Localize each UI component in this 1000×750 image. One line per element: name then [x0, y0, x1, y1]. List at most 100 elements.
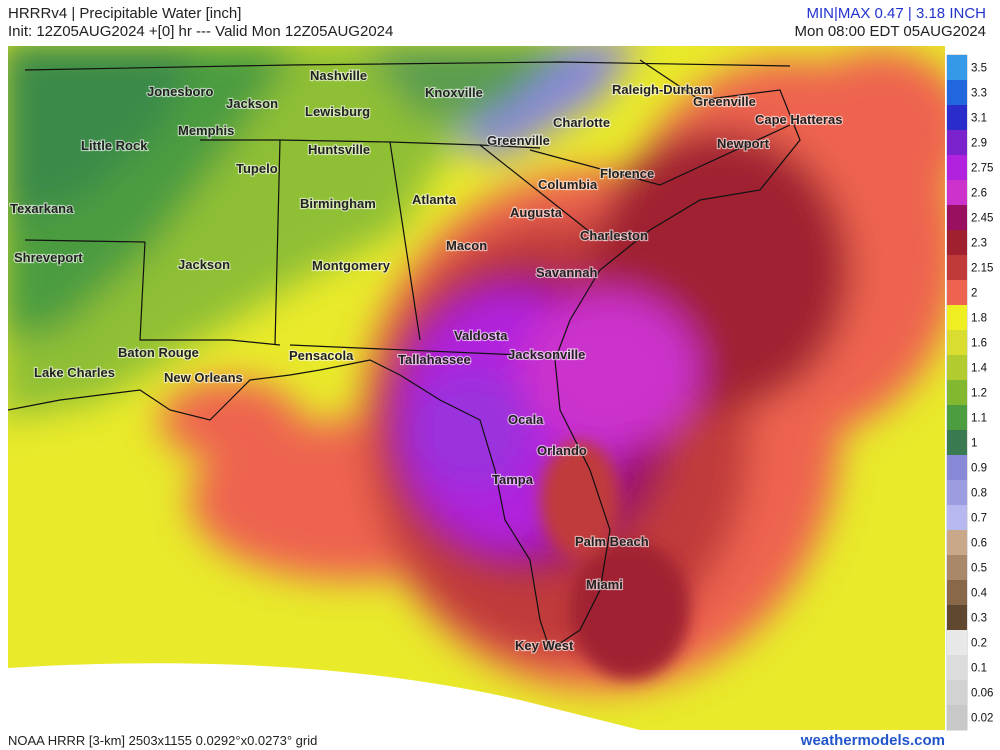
colorbar-swatch: [947, 605, 967, 631]
colorbar-label: 3.5: [971, 63, 987, 75]
colorbar-swatch: [947, 430, 967, 456]
city-label: Atlanta: [412, 192, 457, 207]
colorbar-swatch: [947, 455, 967, 481]
colorbar-label: 2.6: [971, 188, 987, 200]
city-label: Lake Charles: [34, 365, 115, 380]
colorbar-swatch: [947, 405, 967, 431]
init-time: Init: 12Z05AUG2024 +[0] hr --- Valid Mon…: [8, 23, 393, 40]
colorbar-label: 0.06: [971, 688, 993, 700]
colorbar-label: 1.6: [971, 338, 987, 350]
city-label: Newport: [717, 136, 770, 151]
colorbar-label: 1: [971, 438, 977, 450]
colorbar-swatch: [947, 580, 967, 606]
title: HRRRv4 | Precipitable Water [inch]: [8, 5, 241, 22]
colorbar-label: 1.1: [971, 413, 987, 425]
colorbar-label: 0.2: [971, 638, 987, 650]
colorbar-swatch: [947, 330, 967, 356]
city-label: Jonesboro: [147, 84, 214, 99]
colorbar-label: 2.15: [971, 263, 993, 275]
city-label: Key West: [515, 638, 574, 653]
colorbar-swatch: [947, 255, 967, 281]
city-label: Cape Hatteras: [755, 112, 842, 127]
colorbar-swatch: [947, 130, 967, 156]
city-label: Birmingham: [300, 196, 376, 211]
city-label: Ocala: [508, 412, 544, 427]
city-label: Nashville: [310, 68, 367, 83]
colorbar-swatch: [947, 380, 967, 406]
city-label: Greenville: [487, 133, 550, 148]
colorbar-label: 0.7: [971, 513, 987, 525]
colorbar-swatch: [947, 555, 967, 581]
city-label: Lewisburg: [305, 104, 370, 119]
colorbar-label: 3.1: [971, 113, 987, 125]
colorbar-label: 0.1: [971, 663, 987, 675]
city-label: Miami: [586, 577, 623, 592]
colorbar-swatch: [947, 355, 967, 381]
colorbar-label: 1.2: [971, 388, 987, 400]
colorbar-swatch: [947, 530, 967, 556]
city-label: Jacksonville: [508, 347, 585, 362]
colorbar-swatch: [947, 105, 967, 131]
colorbar-swatch: [947, 280, 967, 306]
city-label: Greenville: [693, 94, 756, 109]
colorbar-swatch: [947, 705, 967, 731]
colorbar-label: 0.4: [971, 588, 988, 600]
colorbar-swatch: [947, 630, 967, 656]
footer-site: weathermodels.com: [800, 732, 945, 749]
valid-time: Mon 08:00 EDT 05AUG2024: [794, 23, 986, 40]
city-label: Raleigh-Durham: [612, 82, 712, 97]
city-label: Baton Rouge: [118, 345, 199, 360]
city-label: Memphis: [178, 123, 234, 138]
colorbar-swatch: [947, 80, 967, 106]
city-label: Tallahassee: [398, 352, 471, 367]
colorbar-label: 1.4: [971, 363, 988, 375]
colorbar-swatch: [947, 480, 967, 506]
colorbar-label: 0.5: [971, 563, 987, 575]
city-label: Jackson: [226, 96, 278, 111]
city-label: Huntsville: [308, 142, 370, 157]
min-max: MIN|MAX 0.47 | 3.18 INCH: [806, 5, 986, 22]
colorbar-swatch: [947, 155, 967, 181]
city-label: Pensacola: [289, 348, 354, 363]
colorbar-label: 1.8: [971, 313, 987, 325]
footer-source: NOAA HRRR [3-km] 2503x1155 0.0292°x0.027…: [8, 733, 317, 748]
colorbar-label: 2.9: [971, 138, 987, 150]
colorbar-label: 2.45: [971, 213, 993, 225]
colorbar-label: 0.3: [971, 613, 987, 625]
city-label: Palm Beach: [575, 534, 649, 549]
city-label: Charleston: [580, 228, 648, 243]
city-label: Charlotte: [553, 115, 610, 130]
colorbar-swatch: [947, 655, 967, 681]
colorbar-label: 0.02: [971, 713, 993, 725]
city-label: Montgomery: [312, 258, 391, 273]
city-label: Valdosta: [454, 328, 508, 343]
city-label: Florence: [600, 166, 654, 181]
city-label: Texarkana: [10, 201, 74, 216]
city-label: Little Rock: [81, 138, 148, 153]
colorbar-swatch: [947, 505, 967, 531]
colorbar-swatch: [947, 55, 967, 81]
city-label: Macon: [446, 238, 487, 253]
city-label: Columbia: [538, 177, 598, 192]
colorbar-label: 3.3: [971, 88, 987, 100]
colorbar-swatch: [947, 230, 967, 256]
colorbar-label: 0.6: [971, 538, 987, 550]
city-label: Savannah: [536, 265, 597, 280]
colorbar-label: 2.75: [971, 163, 993, 175]
city-label: Tampa: [492, 472, 534, 487]
city-label: Jackson: [178, 257, 230, 272]
colorbar-label: 2.3: [971, 238, 987, 250]
colorbar-swatch: [947, 305, 967, 331]
colorbar-label: 0.9: [971, 463, 987, 475]
colorbar-label: 2: [971, 288, 977, 300]
colorbar-swatch: [947, 205, 967, 231]
colorbar-label: 0.8: [971, 488, 987, 500]
colorbar-swatch: [947, 680, 967, 706]
city-label: Augusta: [510, 205, 563, 220]
city-label: Tupelo: [236, 161, 278, 176]
city-label: New Orleans: [164, 370, 243, 385]
city-label: Orlando: [537, 443, 587, 458]
city-label: Knoxville: [425, 85, 483, 100]
